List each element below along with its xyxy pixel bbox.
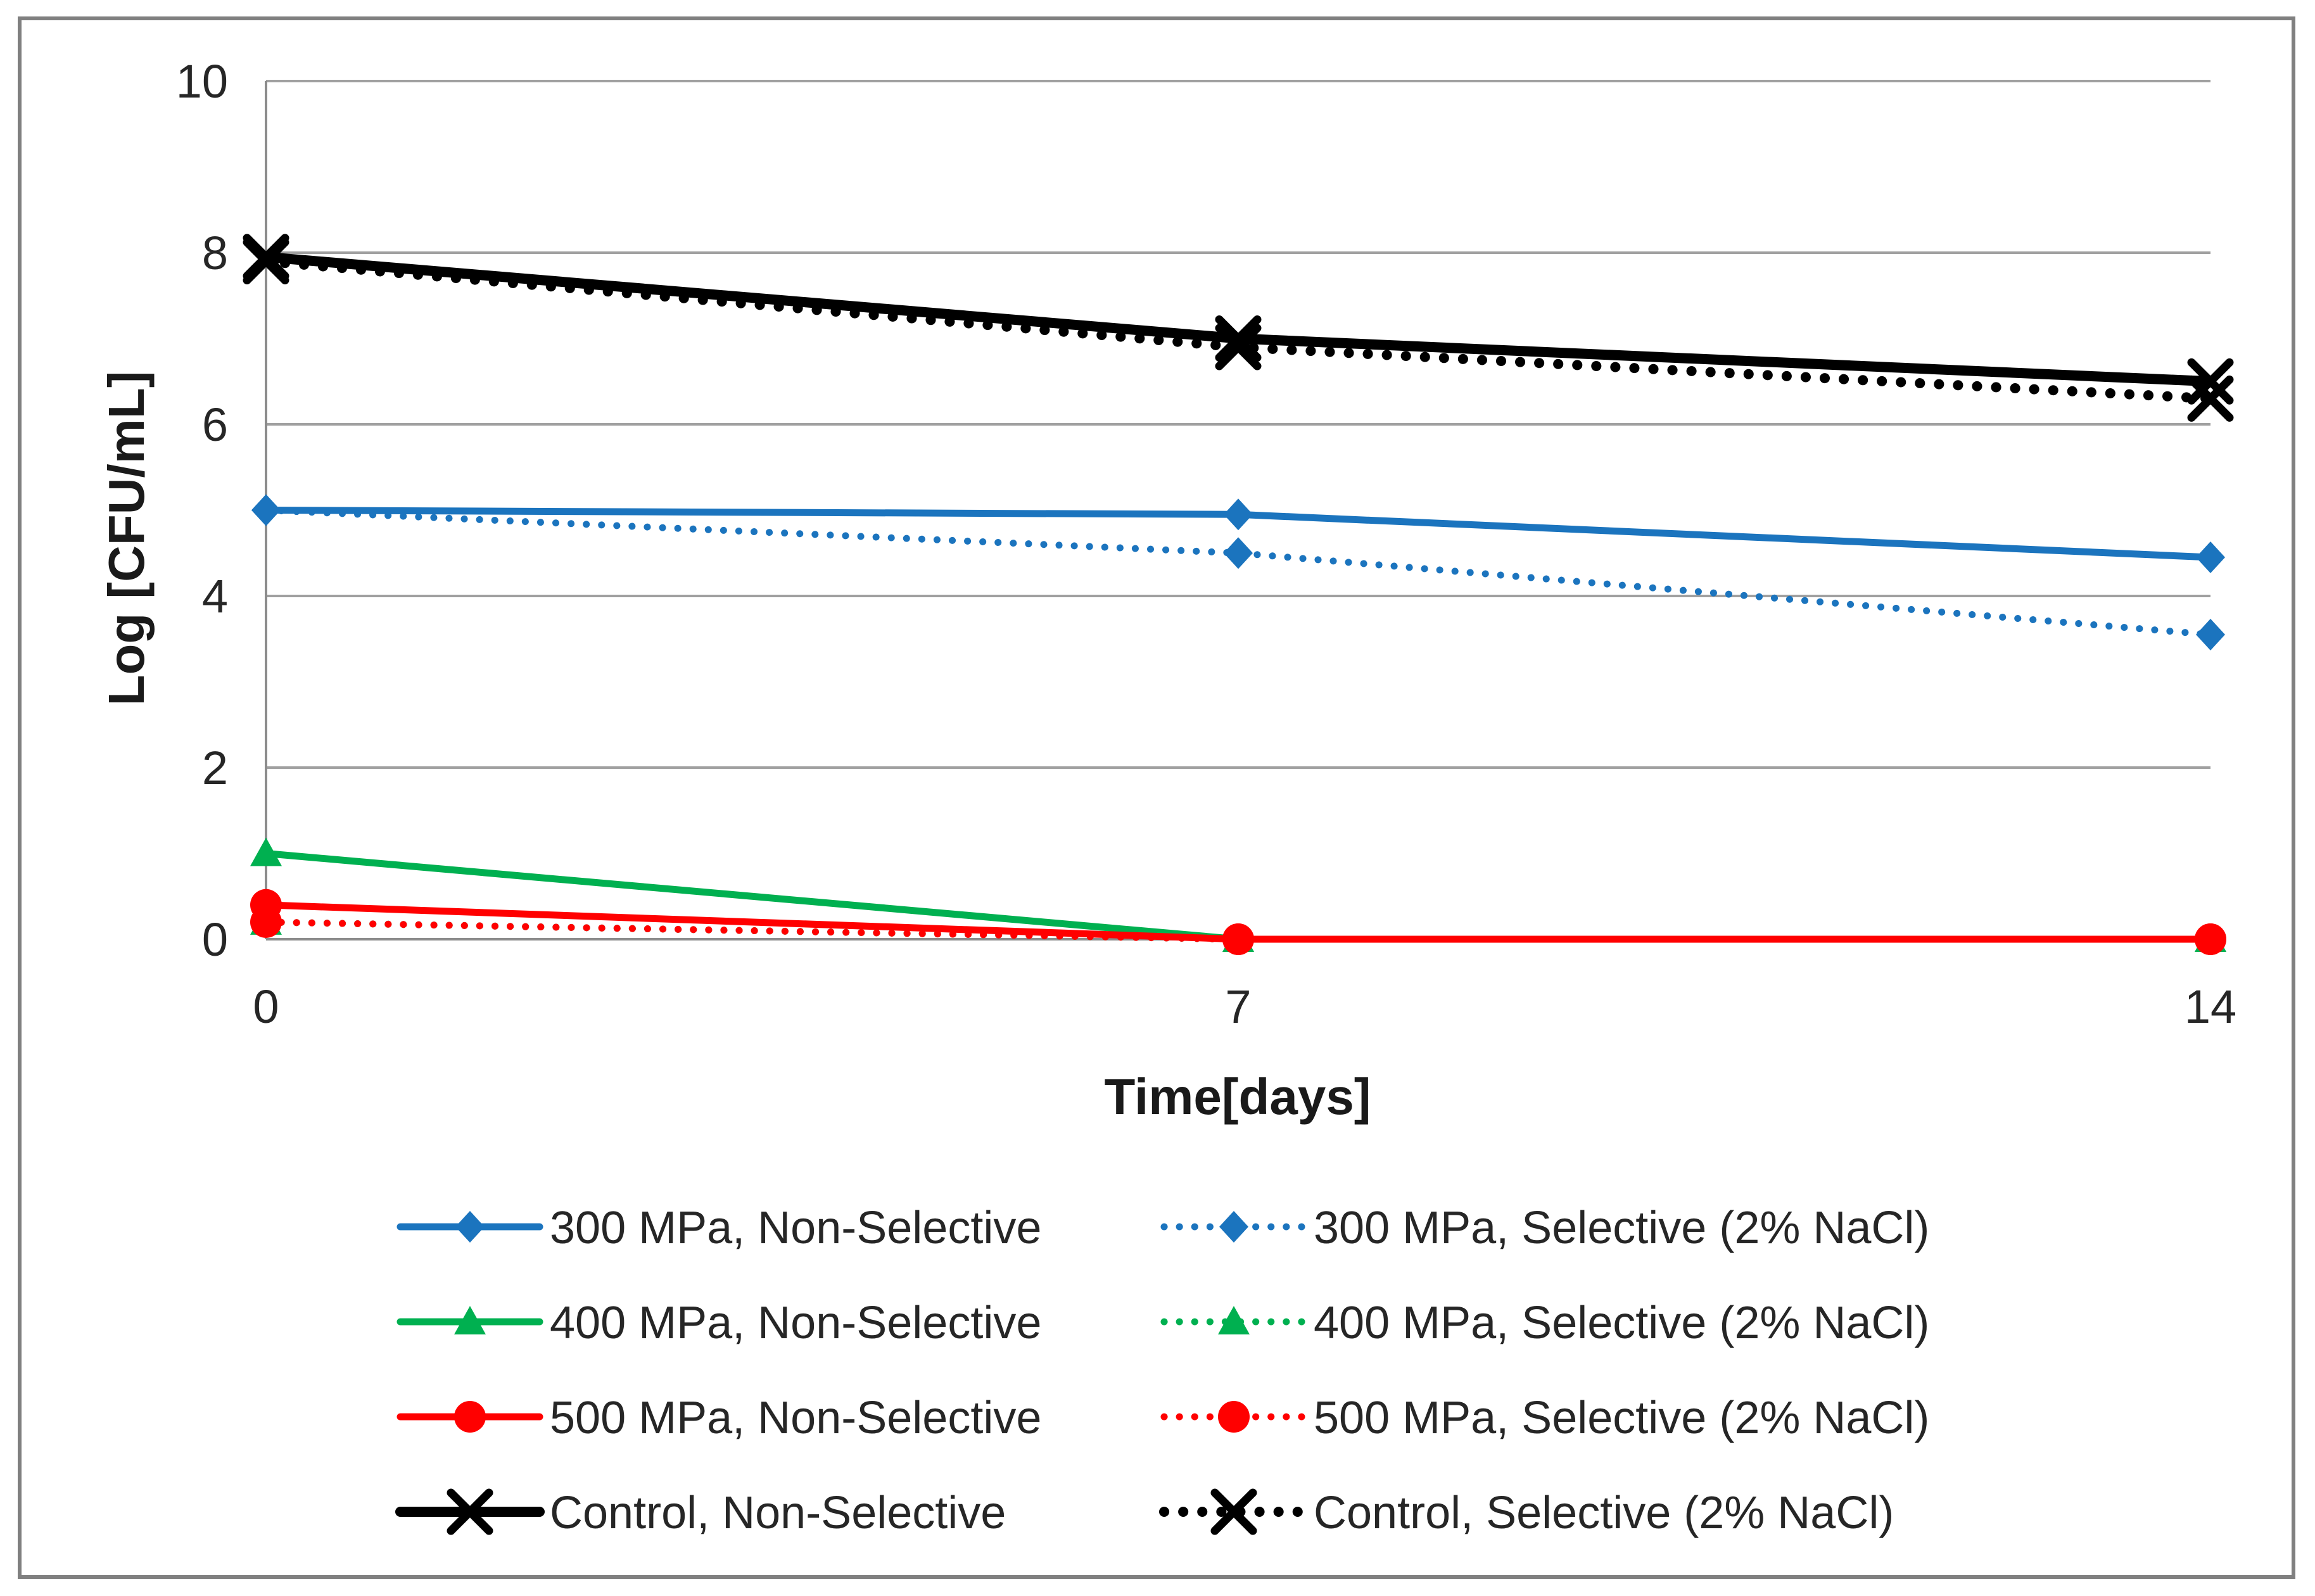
series-marker-1 bbox=[251, 494, 281, 526]
series-marker-5 bbox=[250, 906, 282, 938]
series-marker-7 bbox=[243, 238, 289, 285]
legend-marker bbox=[447, 1488, 493, 1535]
y-tick-label: 4 bbox=[202, 570, 228, 623]
y-axis-title: Log [CFU/mL] bbox=[98, 370, 155, 706]
legend-marker bbox=[455, 1211, 485, 1243]
y-tick-label: 0 bbox=[202, 913, 228, 966]
series-marker-5 bbox=[2195, 923, 2226, 955]
series-line-5 bbox=[262, 918, 2214, 943]
x-axis-title: Time[days] bbox=[1104, 1068, 1371, 1125]
legend-marker bbox=[454, 1306, 486, 1334]
legend-marker bbox=[1218, 1306, 1250, 1334]
series-marker-1 bbox=[2196, 618, 2225, 650]
legend-label: 300 MPa, Selective (2% NaCl) bbox=[1314, 1203, 1929, 1253]
series-marker-7 bbox=[2187, 375, 2234, 422]
series-marker-5 bbox=[1222, 923, 1254, 955]
x-tick-label: 7 bbox=[1225, 980, 1251, 1033]
legend-label: 500 MPa, Non-Selective bbox=[550, 1393, 1041, 1443]
legend-label: 500 MPa, Selective (2% NaCl) bbox=[1314, 1393, 1929, 1443]
x-tick-label: 14 bbox=[2185, 980, 2236, 1033]
legend-label: Control, Non-Selective bbox=[550, 1488, 1006, 1538]
series-marker-6 bbox=[2187, 358, 2234, 405]
series-marker-0 bbox=[2196, 542, 2225, 574]
legend-marker bbox=[454, 1401, 486, 1433]
legend-label: 300 MPa, Non-Selective bbox=[550, 1203, 1041, 1253]
y-tick-label: 10 bbox=[176, 55, 228, 108]
series-marker-6 bbox=[1215, 315, 1262, 362]
legend-label: 400 MPa, Selective (2% NaCl) bbox=[1314, 1298, 1929, 1348]
legend-marker bbox=[1218, 1401, 1250, 1433]
series-marker-2 bbox=[250, 837, 282, 866]
y-tick-label: 8 bbox=[202, 227, 228, 279]
legend-marker bbox=[1219, 1211, 1248, 1243]
series-marker-7 bbox=[1215, 324, 1262, 370]
y-tick-label: 6 bbox=[202, 398, 228, 451]
y-tick-label: 2 bbox=[202, 742, 228, 794]
legend-marker bbox=[1210, 1488, 1257, 1535]
legend-label: Control, Selective (2% NaCl) bbox=[1314, 1488, 1894, 1538]
series-line-6 bbox=[261, 251, 2216, 387]
x-tick-label: 0 bbox=[253, 980, 279, 1033]
series-marker-1 bbox=[1224, 537, 1253, 569]
series-marker-0 bbox=[1224, 498, 1253, 531]
legend-label: 400 MPa, Non-Selective bbox=[550, 1298, 1041, 1348]
